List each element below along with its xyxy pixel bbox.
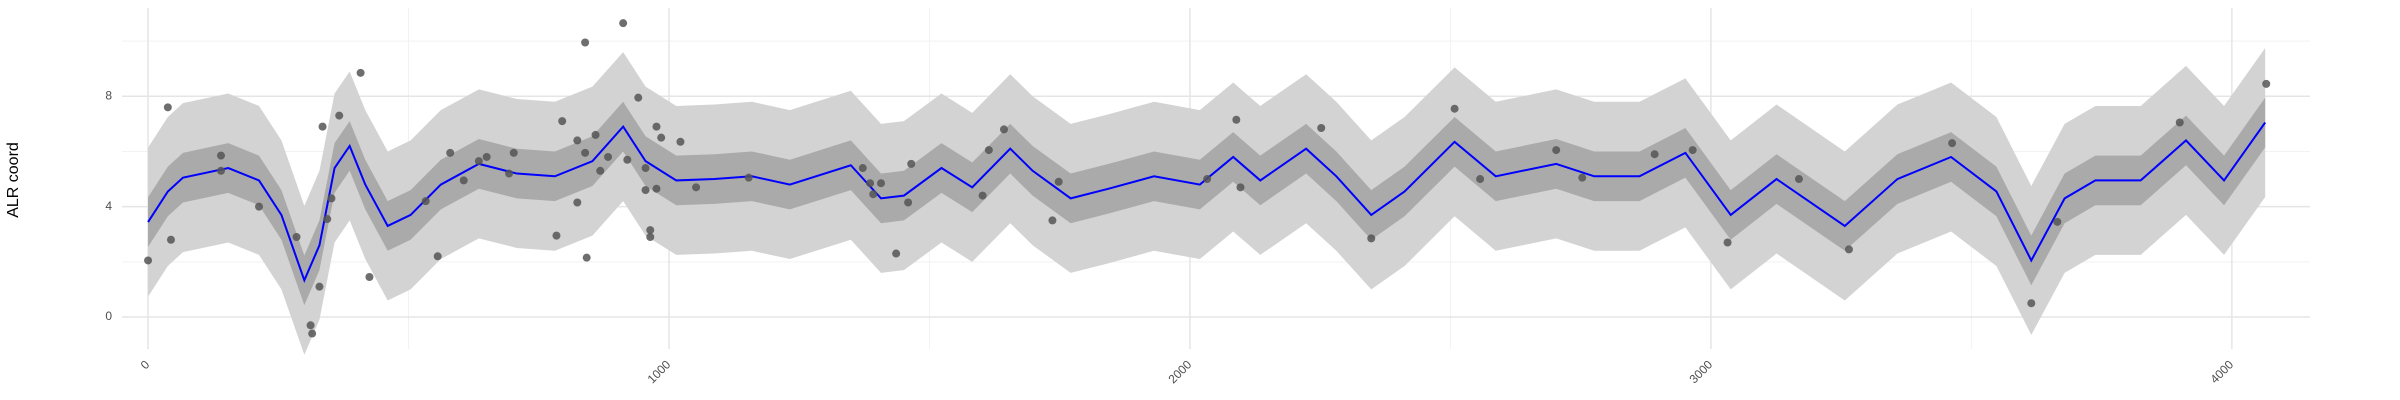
data-point [1317,124,1326,133]
data-point [558,117,567,126]
data-point [1203,175,1212,184]
x-tick-label: 4000 [2207,357,2236,386]
data-point [1688,146,1697,155]
data-point [255,202,264,211]
data-point [581,38,590,47]
data-point [1367,234,1376,243]
data-point [744,173,753,182]
data-point [459,176,468,185]
data-point [1794,175,1803,184]
data-point [505,169,514,178]
data-point [552,231,561,240]
data-point [1048,216,1057,225]
data-point [482,152,491,161]
data-point [2053,217,2062,226]
data-point [1476,175,1485,184]
data-point [1450,104,1459,113]
data-point [365,272,374,281]
y-axis-title: ALR coord [5,142,22,218]
x-tick-label: 3000 [1686,357,1715,386]
data-point [646,226,655,235]
data-point [582,253,591,262]
data-point [1650,150,1659,159]
mean-line [147,121,2267,284]
data-point [907,159,916,168]
data-point [1232,115,1241,124]
data-point [306,321,315,330]
data-point [692,183,701,192]
data-point [652,122,661,131]
data-point [877,179,886,188]
data-point [623,155,632,164]
data-point [2027,299,2036,308]
data-point [869,190,878,199]
data-point [866,179,875,188]
data-point [421,197,430,206]
x-tick-label: 0 [138,357,153,372]
y-tick-label: 0 [105,309,112,323]
data-point [984,146,993,155]
data-point [978,191,987,200]
data-point [581,148,590,157]
data-point [315,282,324,291]
data-point [619,19,628,28]
data-point [1578,173,1587,182]
data-point [892,249,901,258]
data-point [318,122,327,131]
data-point [1552,146,1561,155]
data-point [2262,79,2271,88]
data-point [1844,245,1853,254]
data-point [604,152,613,161]
data-point [573,136,582,145]
y-tick-label: 4 [105,199,112,213]
data-point [1236,183,1245,192]
x-tick-label: 1000 [645,357,674,386]
data-point [446,148,455,157]
y-tick-label: 8 [105,88,112,102]
data-point [646,232,655,241]
data-point [163,103,172,112]
data-point [676,137,685,146]
data-point [292,232,301,241]
data-point [433,252,442,261]
data-point [904,198,913,207]
data-point [634,93,643,102]
data-point [1054,177,1063,186]
data-point [657,133,666,142]
data-point [166,235,175,244]
data-point [216,166,225,175]
data-point [308,329,317,338]
data-point [323,215,332,224]
data-point [1948,139,1957,148]
data-point [652,184,661,193]
data-point [356,68,365,77]
data-point [641,164,650,173]
data-point [573,198,582,207]
interval-band [148,97,2266,306]
data-point [474,157,483,166]
data-point [2175,118,2184,127]
data-point [144,256,153,265]
data-point [858,164,867,173]
data-point [1723,238,1732,247]
data-point [216,151,225,160]
data-point [327,194,336,203]
data-point [591,130,600,139]
data-point [509,148,518,157]
data-point [999,125,1008,134]
x-tick-label: 2000 [1166,357,1195,386]
data-point [335,111,344,120]
data-point [641,186,650,195]
data-point [596,166,605,175]
